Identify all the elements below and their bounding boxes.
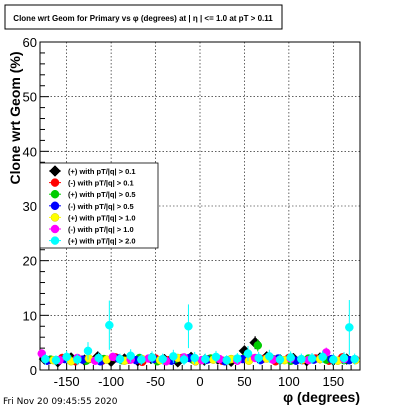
data-point (73, 355, 82, 364)
data-point (297, 354, 306, 364)
chart-title: Clone wrt Geom for Primary vs φ (degrees… (13, 14, 273, 23)
y-tick-label: 40 (23, 144, 37, 159)
legend: (+) with pT/|q| > 0.1 (-) with pT/|q| > 0… (49, 165, 136, 246)
y-tick-label: 60 (23, 35, 37, 50)
x-tick-label: -100 (98, 374, 124, 389)
data-point (329, 355, 338, 364)
timestamp-footer: Fri Nov 20 09:45:55 2020 (3, 397, 118, 407)
data-point (233, 354, 242, 363)
legend-label: (+) with pT/|q| > 0.5 (68, 190, 136, 199)
data-point (158, 354, 167, 364)
data-point (318, 352, 327, 362)
legend-label: (+) with pT/|q| > 2.0 (68, 237, 136, 246)
data-point (184, 322, 193, 331)
legend-label: (+) with pT/|q| > 0.1 (68, 167, 136, 176)
data-point (115, 354, 125, 364)
data-point (62, 352, 71, 362)
data-point (169, 352, 178, 361)
y-tick-label: 0 (30, 363, 37, 378)
data-point (222, 355, 231, 365)
data-point (94, 353, 103, 363)
y-tick-label: 10 (23, 308, 37, 323)
data-point (190, 353, 199, 363)
data-point (254, 353, 263, 363)
x-tick-label: 100 (278, 374, 300, 389)
legend-label: (-) with pT/|q| > 0.1 (68, 179, 134, 188)
x-axis-title: φ (degrees) (283, 389, 360, 405)
data-point (350, 354, 359, 364)
title-box (4, 4, 283, 30)
data-point (307, 354, 317, 363)
x-tick-label: 50 (237, 374, 251, 389)
y-tick-label: 30 (23, 199, 37, 214)
data-point (41, 354, 50, 364)
data-series (37, 300, 360, 368)
data-point (51, 355, 61, 365)
data-point (179, 355, 189, 364)
data-point (286, 353, 295, 362)
x-tick-label: -50 (146, 374, 165, 389)
data-point (83, 346, 93, 356)
legend-label: (-) with pT/|q| > 0.5 (68, 202, 134, 211)
x-tick-label: 150 (322, 374, 344, 389)
data-point (147, 353, 157, 362)
data-point (105, 320, 114, 330)
x-tick-label: 0 (196, 374, 203, 389)
y-axis-title: Clone wrt Geom (%) (7, 51, 23, 184)
y-tick-label: 50 (23, 90, 37, 105)
legend-label: (+) with pT/|q| > 1.0 (68, 213, 136, 222)
data-point (339, 353, 349, 363)
data-point (253, 341, 263, 350)
data-point (243, 349, 253, 358)
data-point (211, 352, 221, 362)
x-tick-label: -150 (54, 374, 80, 389)
data-point (265, 352, 274, 361)
legend-label: (-) with pT/|q| > 1.0 (68, 225, 134, 234)
y-axis: 0 10 20 30 40 50 60 (23, 35, 49, 378)
y-tick-label: 20 (23, 254, 37, 269)
data-point (108, 352, 118, 362)
data-point (201, 354, 210, 364)
data-point (126, 351, 135, 361)
data-point (345, 323, 354, 332)
data-point (137, 355, 146, 364)
data-point (275, 355, 285, 364)
series-group (41, 300, 359, 366)
